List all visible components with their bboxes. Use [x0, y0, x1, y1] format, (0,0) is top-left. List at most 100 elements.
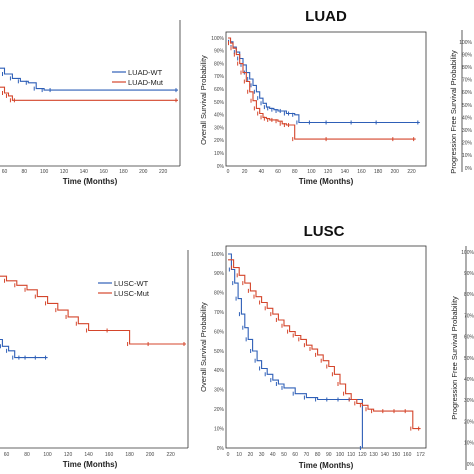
x-tick-label: 60: [2, 169, 8, 175]
x-tick-label: 172: [416, 452, 425, 458]
y-tick-label: 80%: [462, 65, 473, 71]
x-tick-label: 20: [248, 452, 254, 458]
x-tick-label: 160: [105, 452, 114, 458]
curve-lusc-mut: [228, 259, 421, 430]
lusc-os-y-label: Overall Survival Probability: [199, 302, 208, 392]
x-tick-label: 30: [259, 452, 265, 458]
lusc-left-x-label: Time (Months): [63, 460, 118, 469]
x-tick-label: 140: [80, 169, 89, 175]
curve-luad-wt: [228, 37, 420, 124]
luad-os-x-label: Time (Months): [299, 177, 354, 186]
lusc-left-legend: LUSC-WT LUSC-Mut: [98, 279, 150, 298]
y-tick-label: 70%: [214, 74, 225, 80]
x-tick-label: 140: [341, 169, 350, 175]
panel-title-lusc: LUSC: [304, 223, 345, 240]
y-tick-label: 20%: [464, 419, 474, 425]
y-tick-label: 100%: [459, 40, 472, 46]
y-tick-label: 20%: [214, 407, 225, 413]
lusc-os-y-ticks: 0% 10% 20% 30% 40% 50% 60% 70% 80% 90% 100%: [211, 252, 224, 452]
x-tick-label: 200: [139, 169, 148, 175]
curve-luad-mut: [0, 86, 178, 101]
lusc-pfs-y-ticks: 0% 10% 20% 30% 40% 50% 60% 70% 80% 90% 100%: [461, 250, 474, 468]
x-tick-label: 60: [275, 169, 281, 175]
y-tick-label: 30%: [462, 128, 473, 134]
x-tick-label: 130: [369, 452, 378, 458]
y-tick-label: 80%: [214, 61, 225, 67]
x-tick-label: 180: [374, 169, 383, 175]
luad-os-x-ticks: 0 20 40 60 80 100 120 140 160 180 200 220: [227, 169, 416, 175]
y-tick-label: 80%: [464, 292, 474, 298]
y-tick-label: 90%: [214, 49, 225, 55]
x-tick-label: 40: [270, 452, 276, 458]
luad-pfs-y-label: Progression Free Survival Probability: [449, 50, 458, 174]
x-tick-label: 160: [99, 169, 108, 175]
luad-os-y-label: Overall Survival Probability: [199, 55, 208, 145]
x-tick-label: 80: [292, 169, 298, 175]
lusc-os-chart: 0% 10% 20% 30% 40% 50% 60% 70% 80% 90% 100% 0 10 20 3…: [199, 245, 427, 470]
x-tick-label: 200: [146, 452, 155, 458]
luad-left-survival-curves: [0, 67, 178, 103]
y-tick-label: 70%: [464, 313, 474, 319]
legend-label-luad-wt: LUAD-WT: [128, 68, 163, 77]
y-tick-label: 10%: [464, 441, 474, 447]
luad-os-y-ticks: 0% 10% 20% 30% 40% 50% 60% 70% 80% 90% 100%: [211, 36, 224, 170]
x-tick-label: 80: [315, 452, 321, 458]
luad-os-chart: 0% 10% 20% 30% 40% 50% 60% 70% 80% 90% 100% 0 20 40 6…: [199, 31, 427, 186]
y-tick-label: 0%: [217, 164, 225, 170]
x-tick-label: 20: [242, 169, 248, 175]
y-tick-label: 60%: [214, 329, 225, 335]
x-tick-label: 140: [381, 452, 390, 458]
x-tick-label: 100: [307, 169, 316, 175]
y-tick-label: 70%: [462, 78, 473, 84]
y-tick-label: 10%: [214, 151, 225, 157]
x-tick-label: 90: [326, 452, 332, 458]
y-tick-label: 30%: [464, 398, 474, 404]
x-tick-label: 10: [236, 452, 242, 458]
x-tick-label: 220: [407, 169, 416, 175]
x-tick-label: 40: [259, 169, 265, 175]
lusc-pfs-chart: 0% 10% 20% 30% 40% 50% 60% 70% 80% 90% 100% Progre…: [450, 246, 474, 470]
x-tick-label: 120: [324, 169, 333, 175]
lusc-os-plot-frame: [225, 245, 427, 449]
y-tick-label: 90%: [464, 271, 474, 277]
x-tick-label: 140: [84, 452, 93, 458]
y-tick-label: 20%: [462, 141, 473, 147]
panel-title-luad: LUAD: [305, 8, 347, 25]
x-tick-label: 120: [60, 169, 69, 175]
x-tick-label: 160: [403, 452, 412, 458]
x-tick-label: 100: [40, 169, 49, 175]
lusc-pfs-y-label: Progression Free Survival Probability: [450, 296, 459, 420]
y-tick-label: 0%: [217, 446, 225, 452]
y-tick-label: 0%: [465, 166, 473, 172]
x-tick-label: 0: [227, 169, 230, 175]
x-tick-label: 60: [292, 452, 298, 458]
y-tick-label: 20%: [214, 138, 225, 144]
y-tick-label: 90%: [462, 52, 473, 58]
y-tick-label: 80%: [214, 291, 225, 297]
x-tick-label: 220: [159, 169, 168, 175]
luad-pfs-y-ticks: 0% 10% 20% 30% 40% 50% 60% 70% 80% 90% 100%: [459, 40, 472, 172]
x-tick-label: 120: [64, 452, 73, 458]
curve-luad-mut: [228, 37, 416, 140]
curve-lusc-mut: [0, 275, 186, 345]
lusc-os-survival-curves: [228, 253, 421, 450]
luad-os-survival-curves: [228, 37, 420, 142]
x-tick-label: 70: [304, 452, 310, 458]
legend-label-lusc-mut: LUSC-Mut: [114, 289, 150, 298]
y-tick-label: 0%: [467, 462, 474, 468]
x-tick-label: 50: [281, 452, 287, 458]
y-tick-label: 10%: [214, 426, 225, 432]
y-tick-label: 100%: [211, 36, 224, 42]
y-tick-label: 10%: [462, 153, 473, 159]
x-tick-label: 200: [391, 169, 400, 175]
y-tick-label: 100%: [211, 252, 224, 258]
curve-luad-wt: [0, 67, 178, 91]
y-tick-label: 40%: [464, 377, 474, 383]
y-tick-label: 30%: [214, 388, 225, 394]
y-tick-label: 100%: [461, 250, 474, 256]
luad-left-legend: LUAD-WT LUAD-Mut: [112, 68, 164, 87]
